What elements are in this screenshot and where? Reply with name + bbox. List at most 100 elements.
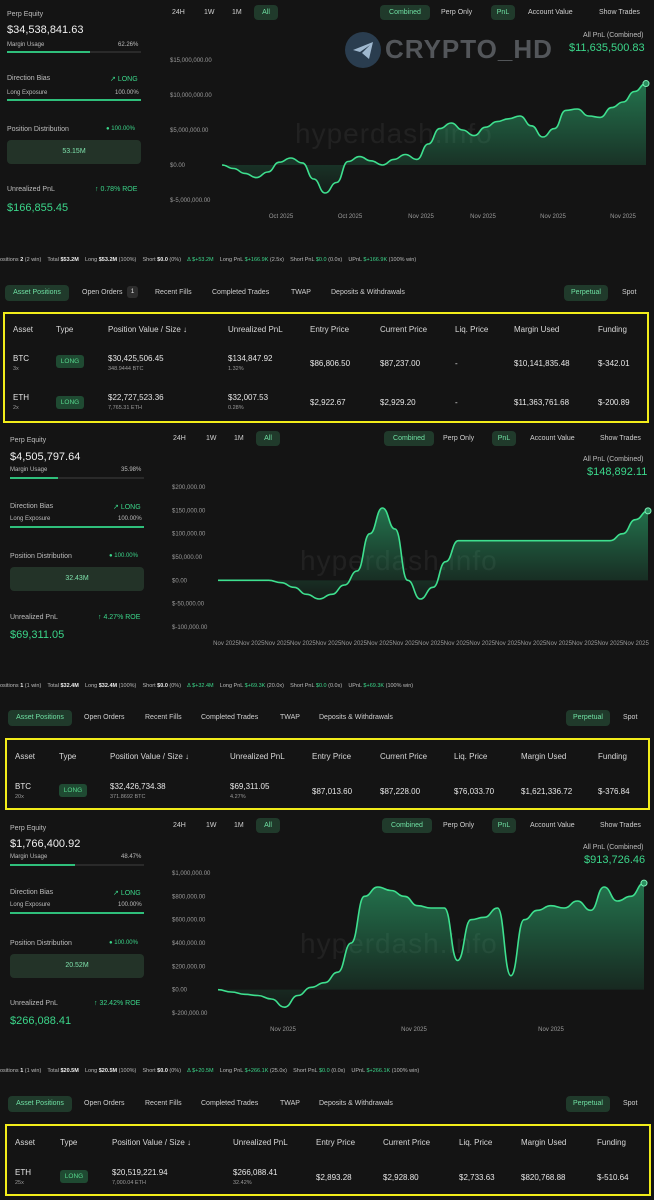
- tab-24h[interactable]: 24H: [172, 9, 185, 16]
- x-tick-label: Nov 2025: [469, 641, 495, 647]
- unrealized-pnl-label: Unrealized PnL: [7, 186, 55, 193]
- unrealized-pnl-pct: 0.28%: [228, 405, 244, 411]
- perp-equity-label: Perp Equity: [10, 437, 47, 444]
- tab-1w[interactable]: 1W: [206, 435, 217, 442]
- pnl-label: All PnL (Combined): [583, 456, 644, 463]
- tab-deposits[interactable]: Deposits & Withdrawals: [319, 714, 393, 721]
- roe-value: ↑ 32.42% ROE: [94, 1000, 141, 1007]
- tab-account-value[interactable]: Account Value: [528, 9, 573, 16]
- arrow-up-icon: ↑: [98, 614, 104, 621]
- long-exposure-value: 100.00%: [115, 90, 139, 96]
- position-size: 7,765.31 ETH: [108, 405, 142, 411]
- unrealized-pnl-pct: 4.27%: [230, 794, 246, 800]
- tab-1m[interactable]: 1M: [234, 822, 244, 829]
- entry-price: $2,893.28: [316, 1173, 352, 1182]
- type-badge: LONG: [60, 1170, 88, 1183]
- tab-all[interactable]: All: [254, 5, 278, 20]
- x-tick-label: Nov 2025: [316, 641, 342, 647]
- x-tick-label: Nov 2025: [401, 1027, 427, 1033]
- pnl-label: All PnL (Combined): [583, 32, 644, 39]
- tab-pnl[interactable]: PnL: [492, 818, 516, 833]
- tab-deposits[interactable]: Deposits & Withdrawals: [331, 289, 405, 296]
- tab-perp-only[interactable]: Perp Only: [443, 822, 475, 829]
- asset-name: BTC: [13, 354, 29, 363]
- y-tick-label: $-100,000.00: [172, 625, 208, 631]
- tab-all[interactable]: All: [256, 818, 280, 833]
- tab-open-orders[interactable]: Open Orders: [84, 714, 125, 721]
- x-tick-label: Nov 2025: [598, 641, 624, 647]
- tab-completed-trades[interactable]: Completed Trades: [212, 289, 270, 296]
- tab-show-trades[interactable]: Show Trades: [600, 822, 641, 829]
- tab-pnl[interactable]: PnL: [491, 5, 515, 20]
- tab-spot[interactable]: Spot: [622, 289, 637, 296]
- tab-completed-trades[interactable]: Completed Trades: [201, 714, 259, 721]
- tab-combined[interactable]: Combined: [382, 818, 432, 833]
- tab-perpetual[interactable]: Perpetual: [566, 710, 610, 726]
- tab-pnl[interactable]: PnL: [492, 431, 516, 446]
- tab-spot[interactable]: Spot: [623, 1100, 638, 1107]
- margin-usage-value: 35.98%: [121, 467, 142, 473]
- pnl-area: [218, 508, 648, 599]
- tab-account-value[interactable]: Account Value: [530, 822, 575, 829]
- tab-show-trades[interactable]: Show Trades: [599, 9, 640, 16]
- tab-deposits[interactable]: Deposits & Withdrawals: [319, 1100, 393, 1107]
- tab-1w[interactable]: 1W: [206, 822, 217, 829]
- tab-24h[interactable]: 24H: [173, 822, 186, 829]
- y-tick-label: $-50,000.00: [172, 602, 205, 608]
- tab-twap[interactable]: TWAP: [280, 1100, 300, 1107]
- margin-used: $10,141,835.48: [514, 359, 570, 368]
- col-position-value[interactable]: Position Value / Size ↓: [110, 752, 190, 761]
- tab-combined[interactable]: Combined: [384, 431, 434, 446]
- col-entry-price: Entry Price: [312, 752, 352, 761]
- tab-1m[interactable]: 1M: [234, 435, 244, 442]
- y-tick-label: $50,000.00: [172, 555, 203, 561]
- col-funding: Funding: [597, 1138, 626, 1147]
- direction-bias-label: Direction Bias: [10, 889, 54, 896]
- long-exposure-label: Long Exposure: [10, 516, 51, 522]
- position-distribution-label: Position Distribution: [7, 126, 69, 133]
- tab-open-orders[interactable]: Open Orders: [82, 289, 123, 296]
- tab-1w[interactable]: 1W: [204, 9, 215, 16]
- col-position-value[interactable]: Position Value / Size ↓: [112, 1138, 192, 1147]
- tab-asset-positions[interactable]: Asset Positions: [5, 285, 69, 301]
- tab-completed-trades[interactable]: Completed Trades: [201, 1100, 259, 1107]
- positions-table-1: Asset Type Position Value / Size ↓ Unrea…: [3, 312, 649, 423]
- tab-all[interactable]: All: [256, 431, 280, 446]
- col-liq-price: Liq. Price: [459, 1138, 493, 1147]
- x-tick-label: Nov 2025: [270, 1027, 296, 1033]
- tab-asset-positions[interactable]: Asset Positions: [8, 1096, 72, 1112]
- x-tick-label: Nov 2025: [444, 641, 470, 647]
- position-distribution-bar: 32.43M: [10, 567, 144, 591]
- pnl-chart-3: $1,000,000.00 $800,000.00 $600,000.00 $400,…: [172, 871, 648, 1033]
- col-position-value[interactable]: Position Value / Size ↓: [108, 325, 188, 334]
- tab-24h[interactable]: 24H: [173, 435, 186, 442]
- tab-recent-fills[interactable]: Recent Fills: [145, 1100, 182, 1107]
- tab-recent-fills[interactable]: Recent Fills: [155, 289, 192, 296]
- tab-twap[interactable]: TWAP: [291, 289, 311, 296]
- col-entry-price: Entry Price: [316, 1138, 356, 1147]
- tab-account-value[interactable]: Account Value: [530, 435, 575, 442]
- x-tick-label: Nov 2025: [495, 641, 521, 647]
- x-tick-label: Nov 2025: [213, 641, 239, 647]
- long-exposure-value: 100.00%: [118, 902, 142, 908]
- position-distribution-label: Position Distribution: [10, 940, 72, 947]
- asset-name: BTC: [15, 782, 31, 791]
- tab-perpetual[interactable]: Perpetual: [564, 285, 608, 301]
- tab-1m[interactable]: 1M: [232, 9, 242, 16]
- type-badge: LONG: [56, 355, 84, 368]
- type-badge: LONG: [59, 784, 87, 797]
- tab-recent-fills[interactable]: Recent Fills: [145, 714, 182, 721]
- tab-perp-only[interactable]: Perp Only: [443, 435, 475, 442]
- tab-asset-positions[interactable]: Asset Positions: [8, 710, 72, 726]
- tab-show-trades[interactable]: Show Trades: [600, 435, 641, 442]
- tab-spot[interactable]: Spot: [623, 714, 638, 721]
- tab-perp-only[interactable]: Perp Only: [441, 9, 473, 16]
- tab-perpetual[interactable]: Perpetual: [566, 1096, 610, 1112]
- tab-combined[interactable]: Combined: [380, 5, 430, 20]
- tab-twap[interactable]: TWAP: [280, 714, 300, 721]
- position-distribution-bar: 53.15M: [7, 140, 141, 164]
- positions-table-2: Asset Type Position Value / Size ↓ Unrea…: [5, 738, 650, 810]
- tab-open-orders[interactable]: Open Orders: [84, 1100, 125, 1107]
- direction-bias-label: Direction Bias: [10, 503, 54, 510]
- perp-equity-value: $4,505,797.64: [10, 451, 81, 463]
